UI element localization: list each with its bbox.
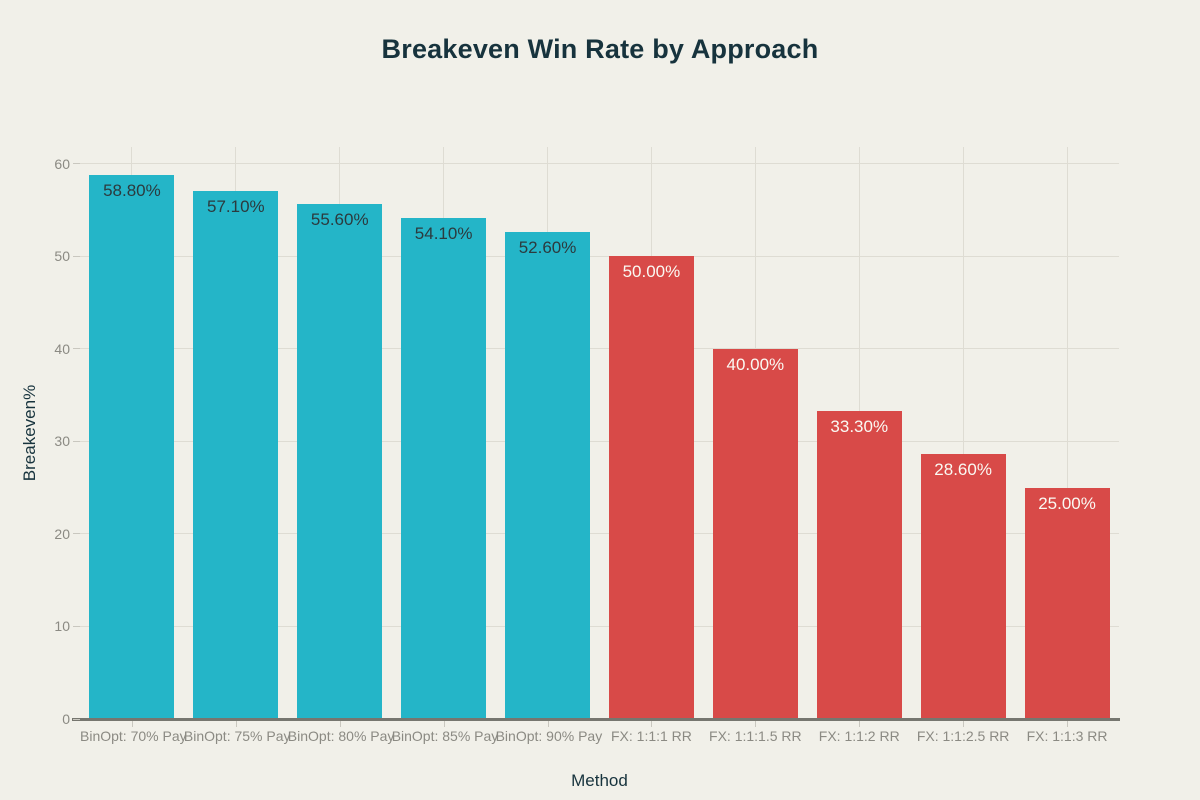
bar-value-label: 55.60%: [310, 210, 369, 230]
y-axis-title: Breakeven%: [20, 384, 39, 482]
x-category-label: FX: 1:1:2.5 RR: [916, 728, 1010, 744]
h-gridline: [74, 348, 1119, 350]
h-gridline: [74, 440, 1119, 442]
x-category-label: FX: 1:1:1 RR: [610, 728, 692, 744]
bar-value-label: 50.00%: [622, 262, 681, 282]
y-tick-mark: [73, 348, 80, 350]
x-tick-mark: [547, 721, 549, 727]
y-tick-label: 30: [54, 433, 70, 450]
x-category-label: FX: 1:1:1.5 RR: [709, 728, 802, 744]
x-category-label: BinOpt: 90% Pay: [495, 728, 603, 744]
x-category-label: BinOpt: 85% Pay: [391, 728, 499, 744]
bar-value-label: 25.00%: [1038, 493, 1096, 513]
y-tick-mark: [73, 163, 80, 165]
x-tick-mark: [651, 721, 653, 727]
y-tick-mark: [73, 625, 80, 627]
y-tick-mark: [73, 718, 80, 720]
h-gridline: [74, 163, 1119, 165]
h-gridline: [74, 533, 1119, 535]
bar: 55.60%: [297, 204, 383, 719]
x-tick-mark: [235, 721, 237, 727]
bar-value-label: 40.00%: [726, 354, 785, 374]
y-tick-label: 50: [54, 248, 70, 265]
y-tick-label: 0: [62, 711, 70, 727]
x-axis-title: Method: [571, 771, 628, 790]
bar-value-label: 54.10%: [414, 224, 473, 244]
bar: 50.00%: [608, 256, 694, 719]
bar: 25.00%: [1024, 487, 1110, 719]
bar-value-label: 58.80%: [103, 180, 161, 200]
bar: 57.10%: [193, 190, 279, 719]
y-tick-mark: [73, 440, 80, 442]
bar-value-label: 28.60%: [934, 460, 992, 480]
plot-area: 58.80% 57.10% 55.60% 54.10% 52.60% 50.00% 40.0…: [74, 147, 1119, 720]
x-tick-mark: [443, 721, 445, 727]
v-gridline: [962, 147, 964, 719]
x-tick-mark: [859, 721, 861, 727]
x-category-label: BinOpt: 75% Pay: [183, 728, 291, 744]
bar: 52.60%: [505, 232, 591, 719]
chart-title: Breakeven Win Rate by Approach: [381, 34, 819, 64]
x-category-label: FX: 1:1:2 RR: [818, 728, 900, 744]
bar: 28.60%: [920, 454, 1006, 719]
x-axis-baseline: [72, 718, 1120, 721]
bar-value-label: 52.60%: [518, 238, 577, 258]
x-category-label: FX: 1:1:3 RR: [1026, 728, 1108, 744]
y-tick-mark: [73, 533, 80, 535]
x-tick-mark: [339, 721, 341, 727]
x-tick-mark: [1067, 721, 1069, 727]
bar-value-label: 33.30%: [830, 416, 889, 436]
y-tick-label: 60: [54, 155, 70, 172]
h-gridline: [74, 625, 1119, 627]
x-tick-mark: [131, 721, 133, 727]
x-category-label: BinOpt: 70% Pay: [80, 728, 187, 744]
bar: 54.10%: [401, 218, 487, 719]
y-tick-label: 20: [54, 525, 70, 542]
h-gridline: [74, 255, 1119, 257]
bar: 33.30%: [816, 410, 902, 719]
y-tick-label: 10: [54, 618, 70, 635]
y-tick-mark: [73, 255, 80, 257]
bar-value-label: 57.10%: [207, 196, 265, 216]
v-gridline: [1066, 147, 1068, 719]
y-tick-label: 40: [54, 340, 70, 357]
x-tick-mark: [963, 721, 965, 727]
bar: 40.00%: [712, 348, 798, 719]
bar: 58.80%: [89, 174, 175, 719]
x-category-label: BinOpt: 80% Pay: [287, 728, 395, 744]
x-tick-mark: [755, 721, 757, 727]
